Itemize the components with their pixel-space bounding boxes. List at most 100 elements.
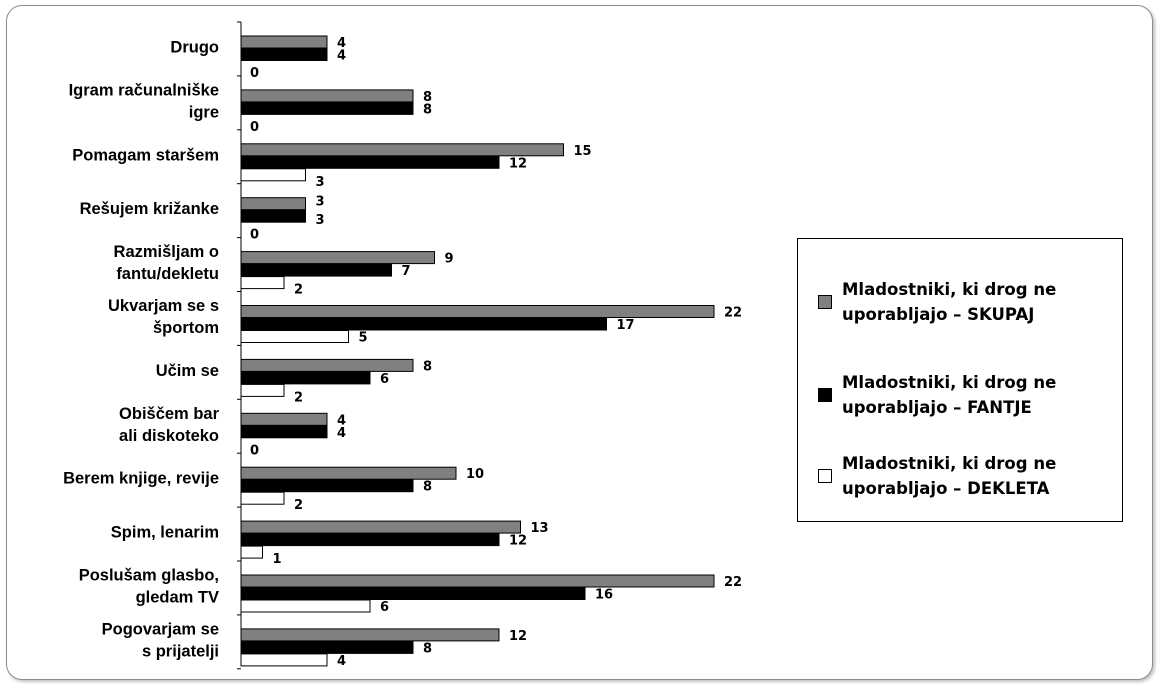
data-label: 0 [250,66,259,81]
data-label: 0 [250,120,259,135]
category-label: Pogovarjam se s prijatelji [102,620,219,660]
data-label: 4 [337,36,346,51]
data-label: 4 [337,426,346,441]
data-label: 3 [316,195,325,210]
bar [240,358,414,372]
data-label: 0 [250,443,259,458]
category-label: Drugo [170,39,219,57]
category-label-line: Pogovarjam se [102,620,219,638]
category-label: Razmišljam o fantu/dekletu [114,243,219,283]
data-label: 2 [294,283,303,298]
data-label: 4 [337,413,346,428]
legend-label-fantje: Mladostniki, ki drog ne uporabljajo – FA… [842,373,1057,417]
bar [240,305,715,318]
data-label: 5 [359,331,368,346]
category-label-line: Poslušam glasbo, [79,567,219,585]
bar [240,533,500,547]
data-label: 12 [509,629,527,644]
bar [240,520,521,534]
category-label-line: Spim, lenarim [111,524,219,542]
category-label-line: Ukvarjam se s [108,297,219,315]
category-label-line: s prijatelji [142,642,219,660]
category-label-line: Pomagam staršem [72,146,219,164]
category-label: Obiščem bar ali diskoteko [119,405,220,445]
data-label: 8 [423,359,432,374]
data-label: 0 [250,228,259,243]
bar [240,466,457,480]
legend-swatch-dekleta [818,469,832,483]
data-label: 8 [423,90,432,105]
data-label: 12 [509,156,527,171]
category-label-line: Razmišljam o [114,243,219,261]
legend-label-dekleta: Mladostniki, ki drog ne uporabljajo – DE… [842,454,1057,498]
category-label-line: Drugo [170,39,219,57]
category-label: Rešujem križanke [80,200,219,218]
bar [240,168,306,182]
data-label: 13 [531,521,549,536]
legend-item-skupaj: Mladostniki, ki drog ne uporabljajo – SK… [818,277,1112,327]
data-label: 10 [466,467,484,482]
category-label-line: Obiščem bar [119,405,220,423]
bars-layer [237,21,715,670]
bar [240,628,500,642]
bar [240,89,414,103]
data-label: 6 [380,600,389,615]
category-label: Igram računalniške igre [69,81,219,121]
bar [240,653,328,667]
bar [240,479,414,493]
data-label: 8 [423,102,432,117]
data-label: 8 [423,641,432,656]
bar [240,330,349,343]
bar [240,209,306,223]
category-label-line: fantu/dekletu [116,265,219,283]
data-label: 9 [445,252,454,267]
category-label-line: Rešujem križanke [80,200,219,218]
data-label: 4 [337,654,346,669]
category-label-line: Igram računalniške [69,81,219,99]
category-label: Pomagam staršem [72,146,219,164]
data-label: 22 [724,306,742,321]
category-label-line: Berem knjige, revije [63,470,219,488]
category-label-line: gledam TV [136,589,219,607]
legend-swatch-skupaj [818,295,832,309]
bar [240,412,328,426]
category-label: Spim, lenarim [111,524,219,542]
data-label: 12 [509,534,527,549]
bar [240,101,414,115]
bar [240,35,328,49]
category-label-line: športom [153,319,219,337]
bar [240,599,371,613]
legend-label-skupaj: Mladostniki, ki drog ne uporabljajo – SK… [842,280,1057,324]
bar [240,640,414,654]
data-label: 8 [423,480,432,495]
bar [240,371,371,385]
bar [240,197,306,211]
bar [240,545,263,559]
bar [240,276,285,290]
category-label-line: Učim se [156,362,219,380]
data-label: 2 [294,498,303,513]
bar [240,155,500,169]
legend-item-dekleta: Mladostniki, ki drog ne uporabljajo – DE… [818,451,1112,501]
category-label-line: igre [189,103,219,121]
bar [240,48,328,61]
data-label: 22 [724,575,742,590]
data-label: 17 [617,318,635,333]
data-label: 15 [574,144,592,159]
bar [240,491,285,505]
data-label: 2 [294,390,303,405]
category-label-line: ali diskoteko [119,427,219,445]
bar [240,317,607,331]
legend: Mladostniki, ki drog ne uporabljajo – SK… [797,238,1123,522]
bar [240,425,328,439]
legend-swatch-fantje [818,388,832,402]
category-label: Berem knjige, revije [63,470,219,488]
data-label: 3 [316,213,325,228]
data-label: 1 [273,552,282,567]
bar [240,383,285,397]
category-label: Učim se [156,362,219,380]
category-label: Poslušam glasbo, gledam TV [79,567,219,607]
bar [240,251,435,265]
